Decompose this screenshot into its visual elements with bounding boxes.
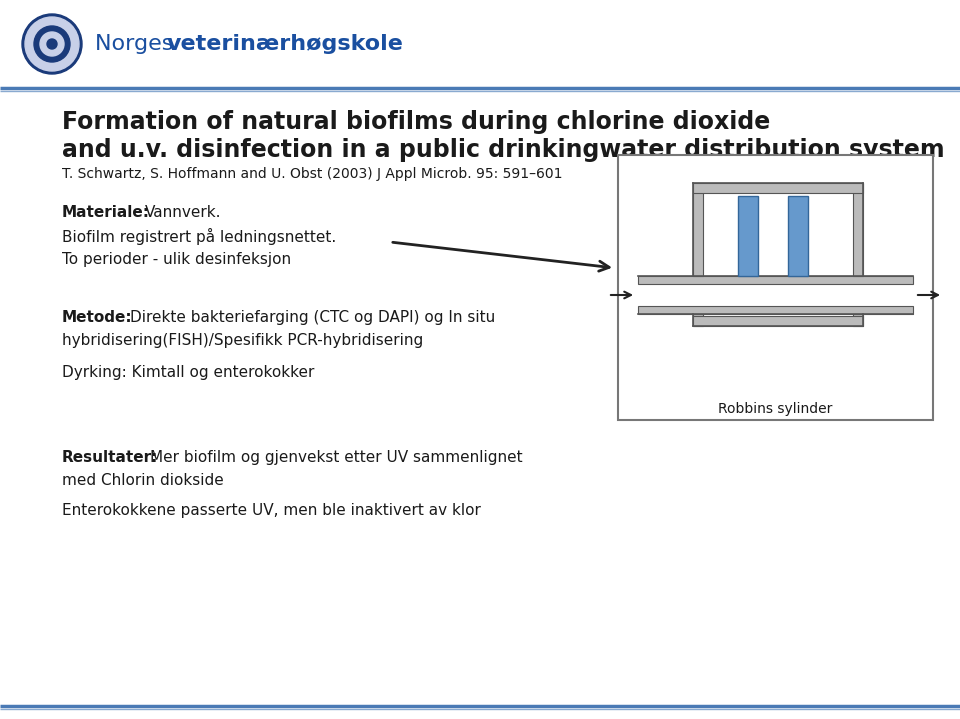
Circle shape [40, 32, 64, 56]
Text: Enterokokkene passerte UV, men ble inaktivert av klor: Enterokokkene passerte UV, men ble inakt… [62, 503, 481, 518]
Bar [693, 316, 863, 326]
Bar [638, 276, 913, 284]
Bar [853, 183, 863, 276]
Bar [618, 155, 933, 420]
Text: Dyrking: Kimtall og enterokokker: Dyrking: Kimtall og enterokokker [62, 365, 314, 380]
Text: Vannverk.: Vannverk. [145, 205, 222, 220]
Bar [638, 306, 913, 314]
Text: To perioder - ulik desinfeksjon: To perioder - ulik desinfeksjon [62, 252, 291, 267]
Text: Robbins sylinder: Robbins sylinder [718, 402, 832, 416]
Circle shape [25, 17, 79, 71]
Text: Mer biofilm og gjenvekst etter UV sammenlignet: Mer biofilm og gjenvekst etter UV sammen… [150, 450, 522, 465]
Text: Biofilm registrert på ledningsnettet.: Biofilm registrert på ledningsnettet. [62, 228, 336, 245]
Bar [738, 196, 758, 276]
Text: Metode:: Metode: [62, 310, 132, 325]
Text: and u.v. disinfection in a public drinkingwater distribution system: and u.v. disinfection in a public drinki… [62, 138, 945, 162]
Bar [853, 314, 863, 326]
Bar [788, 196, 808, 276]
Text: Materiale:: Materiale: [62, 205, 150, 220]
Text: Direkte bakteriefarging (CTC og DAPI) og In situ: Direkte bakteriefarging (CTC og DAPI) og… [130, 310, 495, 325]
Bar [693, 183, 863, 193]
Circle shape [47, 39, 57, 49]
Text: med Chlorin diokside: med Chlorin diokside [62, 473, 224, 488]
Circle shape [22, 14, 82, 74]
Text: hybridisering(FISH)/Spesifikk PCR-hybridisering: hybridisering(FISH)/Spesifikk PCR-hybrid… [62, 333, 423, 348]
Text: veterinærhøgskole: veterinærhøgskole [167, 34, 404, 54]
Bar [693, 183, 703, 276]
Text: Norges: Norges [95, 34, 180, 54]
Text: T. Schwartz, S. Hoffmann and U. Obst (2003) J Appl Microb. 95: 591–601: T. Schwartz, S. Hoffmann and U. Obst (20… [62, 167, 563, 181]
Circle shape [34, 26, 70, 62]
Text: Resultater:: Resultater: [62, 450, 158, 465]
Bar [0, 0, 960, 88]
Bar [693, 314, 703, 326]
Text: Formation of natural biofilms during chlorine dioxide: Formation of natural biofilms during chl… [62, 110, 770, 134]
